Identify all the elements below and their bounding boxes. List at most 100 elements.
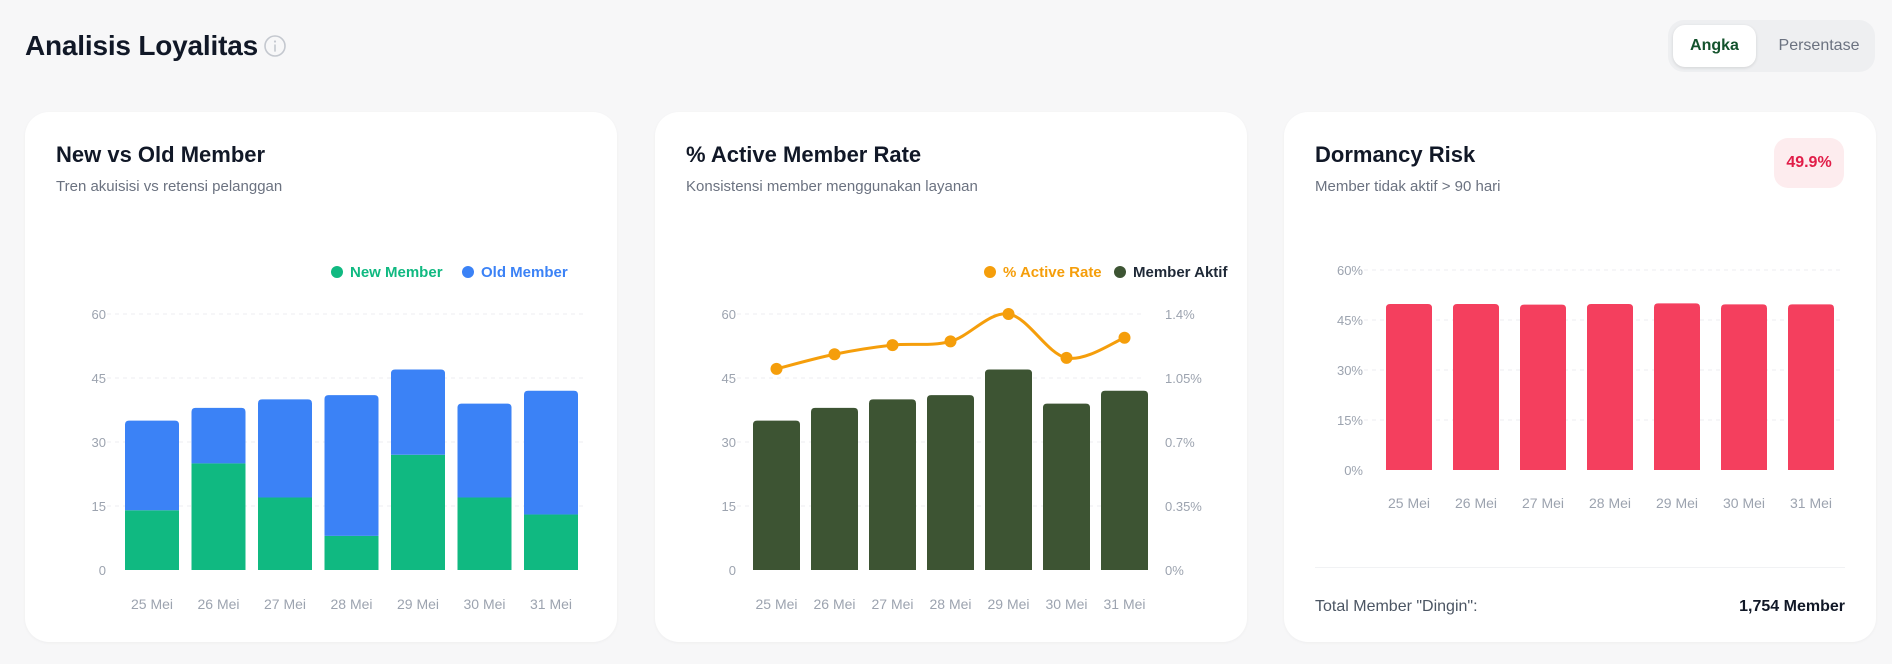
- x-tick-label: 30 Mei: [1045, 596, 1087, 612]
- card-title: Dormancy Risk: [1315, 142, 1476, 167]
- info-icon[interactable]: [263, 34, 287, 58]
- toggle-angka-button[interactable]: Angka: [1673, 25, 1756, 67]
- y-tick-label: 30%: [1337, 363, 1363, 378]
- toggle-persentase-button[interactable]: Persentase: [1778, 37, 1860, 54]
- legend-old-member-dot: [462, 266, 474, 278]
- bar-new-member: [191, 463, 246, 570]
- y-tick-label: 45: [92, 371, 106, 386]
- y-tick-label: 60%: [1337, 263, 1363, 278]
- view-toggle: Angka Persentase: [1668, 20, 1875, 72]
- x-tick-label: 29 Mei: [987, 596, 1029, 612]
- bar-member-aktif: [753, 420, 800, 570]
- bar-member-aktif: [1043, 403, 1090, 570]
- bar-new-member: [258, 497, 312, 570]
- y-right-tick-label: 1.4%: [1165, 307, 1195, 322]
- legend-old-member-label: Old Member: [481, 264, 568, 281]
- footer-label: Total Member "Dingin":: [1315, 598, 1478, 615]
- card-new-vs-old: New vs Old Member Tren akuisisi vs reten…: [25, 112, 617, 642]
- bar-old-member: [457, 403, 512, 498]
- bar-old-member: [524, 390, 578, 515]
- bar-old-member: [324, 395, 379, 536]
- x-tick-label: 28 Mei: [330, 596, 372, 612]
- y-tick-label: 0: [99, 563, 106, 578]
- footer-value: 1,754 Member: [1739, 598, 1845, 615]
- legend-new-member-dot: [331, 266, 343, 278]
- card-dormancy: Dormancy Risk Member tidak aktif > 90 ha…: [1284, 112, 1876, 642]
- bar-new-member: [391, 454, 445, 570]
- x-tick-label: 27 Mei: [264, 596, 306, 612]
- x-tick-label: 27 Mei: [871, 596, 913, 612]
- dormancy-chart: 0% 15% 30% 45% 60% 25 Mei 26 Mei 27 Mei 28 Mei 29…: [1337, 263, 1844, 511]
- y-left-tick-label: 0: [729, 563, 736, 578]
- new-vs-old-chart: 0 15 30 45 60 25 Mei 26 Mei 27 Mei 28 Mei 29 Mei 3…: [92, 264, 583, 612]
- x-tick-label: 31 Mei: [1103, 596, 1145, 612]
- dormancy-risk-badge: 49.9%: [1774, 138, 1844, 188]
- y-right-tick-label: 1.05%: [1165, 371, 1202, 386]
- x-tick-label: 31 Mei: [530, 596, 572, 612]
- active-rate-point: [1060, 351, 1073, 364]
- x-tick-label: 26 Mei: [813, 596, 855, 612]
- y-left-tick-label: 45: [722, 371, 736, 386]
- y-right-tick-label: 0.35%: [1165, 499, 1202, 514]
- card-subtitle: Member tidak aktif > 90 hari: [1315, 178, 1501, 195]
- bar-member-aktif: [985, 369, 1032, 570]
- x-tick-label: 28 Mei: [1589, 495, 1631, 511]
- bar-new-member: [125, 510, 179, 570]
- bar-dormancy: [1520, 304, 1566, 470]
- y-right-tick-label: 0.7%: [1165, 435, 1195, 450]
- bar-dormancy: [1386, 304, 1432, 470]
- card-title: New vs Old Member: [56, 142, 266, 167]
- y-tick-label: 60: [92, 307, 106, 322]
- bar-dormancy: [1721, 304, 1767, 470]
- bar-new-member: [524, 514, 578, 570]
- y-tick-label: 30: [92, 435, 106, 450]
- legend-member-aktif-dot: [1114, 266, 1126, 278]
- bar-old-member: [258, 399, 312, 498]
- y-tick-label: 45%: [1337, 313, 1363, 328]
- active-rate-point: [1118, 331, 1131, 344]
- x-tick-label: 30 Mei: [1723, 495, 1765, 511]
- active-rate-point: [828, 348, 841, 361]
- active-rate-point: [944, 335, 957, 348]
- y-tick-label: 15%: [1337, 413, 1363, 428]
- legend-active-rate-dot: [984, 266, 996, 278]
- bar-old-member: [191, 407, 246, 464]
- x-tick-label: 30 Mei: [463, 596, 505, 612]
- bar-new-member: [324, 535, 379, 570]
- bar-member-aktif: [811, 407, 858, 570]
- bar-dormancy: [1654, 303, 1700, 470]
- bar-dormancy: [1587, 304, 1633, 470]
- bar-dormancy: [1788, 304, 1834, 470]
- y-tick-label: 15: [92, 499, 106, 514]
- x-tick-label: 26 Mei: [197, 596, 239, 612]
- card-subtitle: Tren akuisisi vs retensi pelanggan: [56, 178, 283, 195]
- legend-new-member-label: New Member: [350, 264, 443, 281]
- x-tick-label: 28 Mei: [929, 596, 971, 612]
- page-title: Analisis Loyalitas: [25, 30, 258, 61]
- legend-active-rate-label: % Active Rate: [1003, 264, 1102, 281]
- bar-member-aktif: [1101, 390, 1148, 570]
- bar-new-member: [457, 497, 512, 570]
- x-tick-label: 29 Mei: [1656, 495, 1698, 511]
- card-title: % Active Member Rate: [686, 142, 922, 167]
- card-subtitle: Konsistensi member menggunakan layanan: [686, 178, 978, 195]
- active-rate-point: [770, 362, 783, 375]
- x-tick-label: 27 Mei: [1522, 495, 1564, 511]
- x-tick-label: 31 Mei: [1790, 495, 1832, 511]
- y-left-tick-label: 30: [722, 435, 736, 450]
- active-rate-chart: 0 15 30 45 60 0% 0.35% 0.7% 1.05% 1.4% 25 Mei 26 Me…: [722, 264, 1229, 612]
- x-tick-label: 25 Mei: [755, 596, 797, 612]
- y-tick-label: 0%: [1344, 463, 1363, 478]
- active-rate-point: [1002, 308, 1015, 320]
- x-tick-label: 25 Mei: [131, 596, 173, 612]
- legend-member-aktif-label: Member Aktif: [1133, 264, 1228, 281]
- footer-divider: [1315, 567, 1845, 568]
- bar-dormancy: [1453, 304, 1499, 470]
- card-active-rate: % Active Member Rate Konsistensi member …: [655, 112, 1247, 642]
- x-tick-label: 29 Mei: [397, 596, 439, 612]
- y-left-tick-label: 15: [722, 499, 736, 514]
- bar-member-aktif: [927, 395, 974, 570]
- bar-member-aktif: [869, 399, 916, 570]
- bar-old-member: [125, 420, 179, 511]
- y-right-tick-label: 0%: [1165, 563, 1184, 578]
